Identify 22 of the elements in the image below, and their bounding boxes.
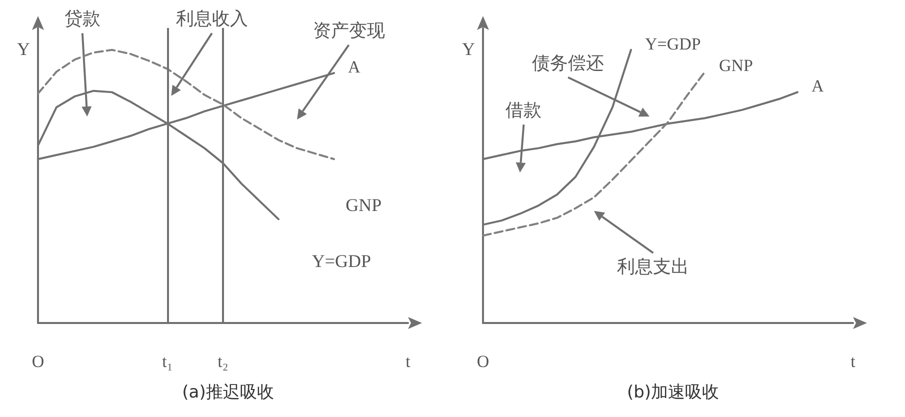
annotation: Y=GDP: [312, 251, 371, 272]
y-axis-title: Y: [17, 39, 30, 59]
x-tick-label: O: [476, 352, 490, 371]
text: 利息收入: [176, 8, 248, 30]
text: 贷款: [64, 8, 100, 30]
annotation: 债务偿还: [532, 52, 604, 74]
y-axis-title: Y: [462, 39, 475, 59]
text: (a)推迟吸收: [182, 382, 274, 402]
series-label: A: [812, 76, 824, 96]
annotation: 借款: [506, 100, 542, 122]
text: (b)加速吸收: [626, 382, 720, 402]
series-label: Y=GDP: [645, 34, 701, 54]
series-label: GNP: [719, 56, 754, 76]
x-tick-label: t: [850, 352, 856, 371]
x-tick-label: t: [406, 352, 411, 371]
x-tick-label: t₂: [218, 352, 228, 371]
series-label: A: [348, 58, 361, 77]
annotation: GNP: [346, 195, 382, 215]
annotation: 利息支出: [617, 256, 690, 278]
x-tick-label: t₁: [162, 352, 173, 371]
x-tick-label: O: [32, 352, 44, 371]
text: 资产变现: [312, 20, 385, 42]
